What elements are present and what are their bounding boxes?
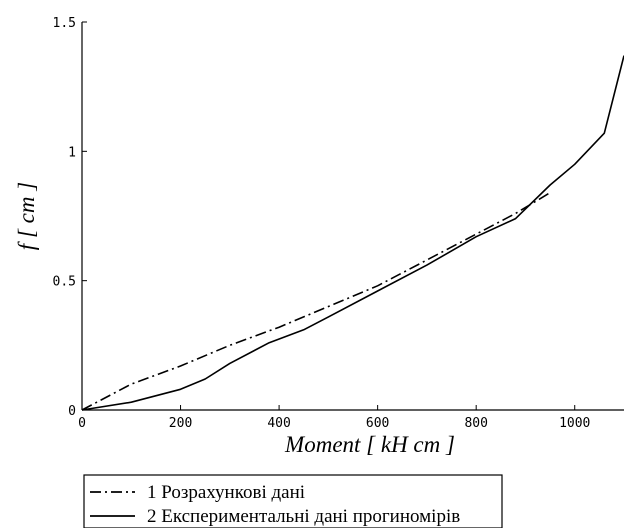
- legend-box: [83, 474, 503, 528]
- series-line-1: [81, 192, 551, 411]
- y-tick-label: 1: [68, 145, 76, 160]
- y-ticks: 0 0.5 1 1.5: [53, 16, 87, 419]
- legend: 1 Розрахункові дані 2 Експериментальні да…: [83, 474, 503, 528]
- legend-label-1: 1 Розрахункові дані: [147, 482, 305, 503]
- x-tick-label: 400: [267, 416, 290, 431]
- series-layer: [81, 55, 624, 411]
- y-tick-label: 0.5: [53, 275, 76, 290]
- x-tick-label: 0: [78, 416, 86, 431]
- x-tick-label: 600: [366, 416, 389, 431]
- series-line-2: [81, 55, 624, 411]
- x-tick-label: 1000: [559, 416, 590, 431]
- plot-area: 0 200 400 600 800 1000 0 0.5 1 1.5: [53, 16, 624, 431]
- legend-label-2: 2 Експериментальні дані прогиномірів: [147, 506, 460, 527]
- y-tick-label: 0: [68, 404, 76, 419]
- x-axis-title: Moment [ kH cm ]: [284, 432, 455, 457]
- x-ticks: 0 200 400 600 800 1000: [78, 405, 590, 431]
- y-tick-label: 1.5: [53, 16, 76, 31]
- y-axis-title: f [ cm ]: [14, 182, 39, 250]
- x-tick-label: 200: [169, 416, 192, 431]
- legend-items: 1 Розрахункові дані 2 Експериментальні да…: [90, 482, 460, 527]
- x-tick-label: 800: [464, 416, 487, 431]
